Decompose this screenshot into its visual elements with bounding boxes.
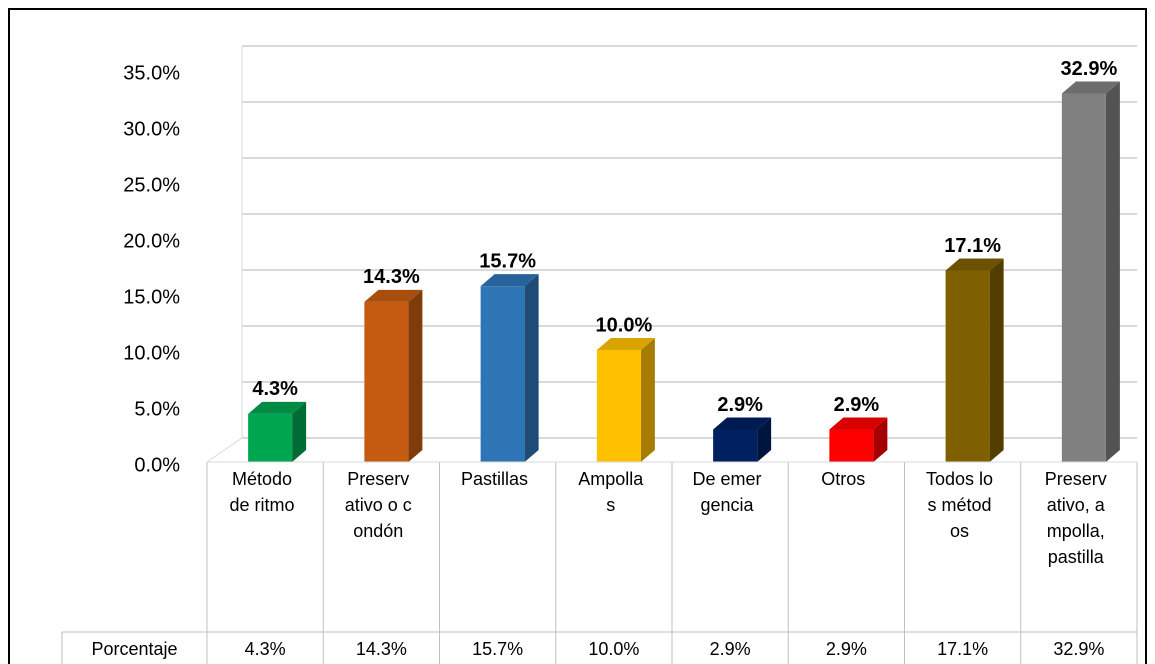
data-label: 2.9% — [717, 394, 763, 416]
bar — [596, 350, 641, 462]
bar-top — [713, 417, 772, 430]
y-tick-label: 5.0% — [134, 398, 180, 420]
bar — [1061, 93, 1106, 463]
data-label: 17.1% — [944, 235, 1001, 257]
data-label: 2.9% — [834, 394, 880, 416]
table-row-label: Porcentaje — [91, 639, 178, 659]
table-value: 4.3% — [244, 639, 286, 659]
y-tick-label: 15.0% — [123, 286, 180, 308]
x-tick-label: Método de ritmo — [229, 469, 295, 515]
y-tick-label: 25.0% — [123, 174, 180, 196]
chart-border — [8, 8, 1147, 664]
bar-side — [292, 401, 307, 462]
bar — [945, 270, 990, 462]
bar-side — [989, 258, 1004, 462]
bar — [364, 301, 409, 462]
table-value: 10.0% — [588, 639, 640, 659]
bar — [248, 413, 293, 462]
bar-top — [596, 338, 655, 350]
bar-side — [757, 417, 772, 462]
bar-side — [640, 338, 655, 462]
data-label: 32.9% — [1061, 58, 1118, 80]
x-tick-label: Preservativo, ampolla, pastilla — [1044, 469, 1107, 567]
bar-top — [829, 417, 888, 430]
bar-top — [364, 289, 423, 302]
bar — [480, 286, 525, 462]
bar-side — [1105, 81, 1120, 463]
y-tick-label: 20.0% — [123, 230, 180, 252]
data-label: 14.3% — [363, 266, 420, 288]
bar-side — [408, 289, 423, 462]
bar-side — [524, 274, 539, 462]
y-tick-label: 30.0% — [123, 118, 180, 140]
bar-side — [873, 417, 888, 462]
table-value: 2.9% — [825, 639, 867, 659]
x-tick-label: Todos los métodos — [925, 469, 994, 541]
y-tick-label: 0.0% — [134, 454, 180, 476]
table-value: 14.3% — [355, 639, 407, 659]
x-tick-label: De emergencia — [692, 469, 762, 515]
x-tick-label: Otros — [821, 469, 866, 489]
table-value: 32.9% — [1053, 639, 1105, 659]
bar-top — [480, 274, 539, 287]
data-label: 4.3% — [252, 378, 298, 400]
floor-edge — [206, 437, 243, 463]
bar — [829, 429, 874, 462]
x-tick-label: Pastillas — [460, 469, 529, 489]
data-label: 15.7% — [479, 250, 536, 272]
x-tick-label: Preservativo o condón — [344, 469, 412, 541]
y-tick-label: 10.0% — [123, 342, 180, 364]
x-tick-label: Ampollas — [578, 469, 644, 515]
bar — [713, 429, 758, 462]
y-tick-label: 35.0% — [123, 62, 180, 84]
data-label: 10.0% — [596, 314, 653, 336]
table-value: 2.9% — [709, 639, 751, 659]
bar-top — [248, 401, 307, 414]
bar-top — [1061, 81, 1120, 94]
table-value: 17.1% — [937, 639, 989, 659]
table-value: 15.7% — [472, 639, 524, 659]
bar-top — [945, 258, 1004, 271]
